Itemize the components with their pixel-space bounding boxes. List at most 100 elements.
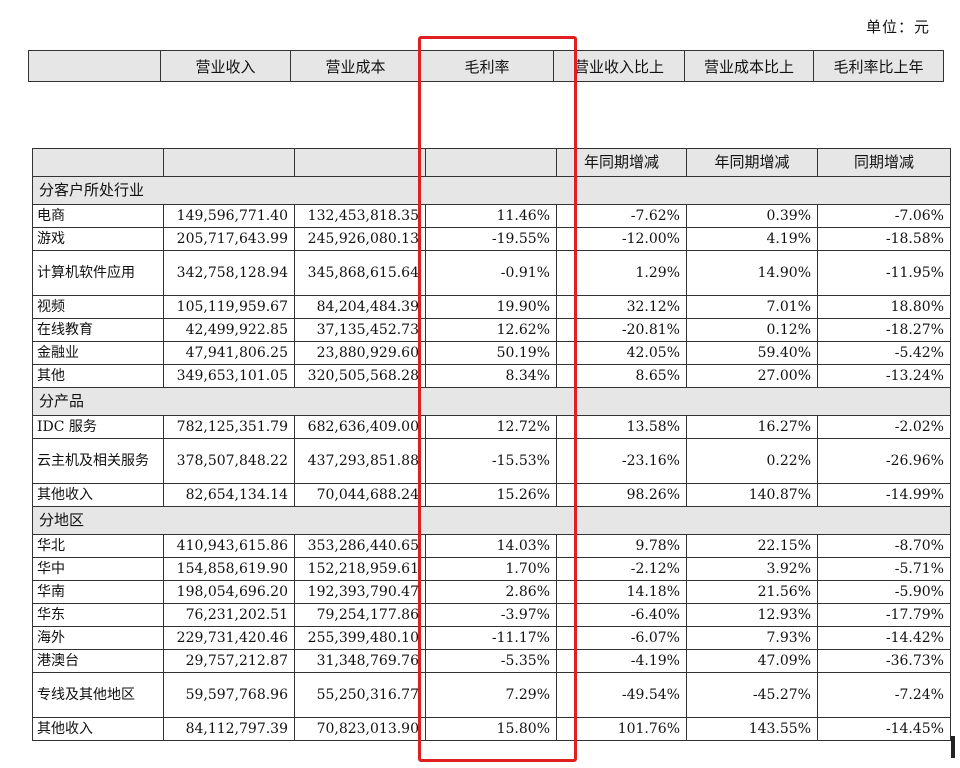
cell-margin: 12.62% [425,318,557,342]
row-label: 其他收入 [32,483,164,507]
table-row: 视频 105,119,959.67 84,204,484.39 19.90% 32.12… [32,295,951,319]
table-row: 华东 76,231,202.51 79,254,177.86 -3.97% -6.40%… [32,603,951,627]
financial-table: 年同期增减 年同期增减 同期增减 分客户所处行业 电商 149,596,771.40… [32,148,951,741]
header-second-cell [32,148,164,177]
row-label: 云主机及相关服务 [32,438,164,484]
header-top-blank [28,50,161,82]
cell-cost-yoy: 16.27% [686,415,818,439]
cell-margin-yoy: -13.24% [817,364,951,388]
cell-rev-yoy: 14.18% [556,580,687,604]
cell-revenue: 29,757,212.87 [163,649,295,673]
cell-cost-yoy: 22.15% [686,534,818,558]
section-title: 分地区 [32,506,951,535]
cell-revenue: 82,654,134.14 [163,483,295,507]
cell-cost: 345,868,615.64 [294,250,426,296]
cell-revenue: 105,119,959.67 [163,295,295,319]
cell-rev-yoy: 1.29% [556,250,687,296]
cell-cost-yoy: 0.12% [686,318,818,342]
table-row: 港澳台 29,757,212.87 31,348,769.76 -5.35% -4.19… [32,649,951,673]
cell-margin-yoy: 18.80% [817,295,951,319]
cell-cost-yoy: 7.01% [686,295,818,319]
cell-rev-yoy: 98.26% [556,483,687,507]
cell-margin: -15.53% [425,438,557,484]
cell-margin-yoy: -14.99% [817,483,951,507]
row-label: 专线及其他地区 [32,672,164,718]
table-row: 其他收入 84,112,797.39 70,823,013.90 15.80% 101.… [32,717,951,741]
header-second-row: 年同期增减 年同期增减 同期增减 [32,148,951,177]
row-label: 计算机软件应用 [32,250,164,296]
cell-margin-yoy: -2.02% [817,415,951,439]
table-row: 专线及其他地区 59,597,768.96 55,250,316.77 7.29% -4… [32,672,951,718]
table-row: IDC 服务 782,125,351.79 682,636,409.00 12.72%… [32,415,951,439]
cell-cost: 192,393,790.47 [294,580,426,604]
row-label: 游戏 [32,227,164,251]
cell-rev-yoy: -49.54% [556,672,687,718]
cell-margin-yoy: -8.70% [817,534,951,558]
cell-cost-yoy: 4.19% [686,227,818,251]
cell-cost: 245,926,080.13 [294,227,426,251]
header-second-margin-yoy: 同期增减 [817,148,951,177]
cell-rev-yoy: -4.19% [556,649,687,673]
cell-margin: 50.19% [425,341,557,365]
cell-revenue: 229,731,420.46 [163,626,295,650]
cell-margin-yoy: -5.42% [817,341,951,365]
cell-cost-yoy: 143.55% [686,717,818,741]
table-row: 海外 229,731,420.46 255,399,480.10 -11.17% -6.… [32,626,951,650]
cell-margin: 2.86% [425,580,557,604]
cell-margin-yoy: -14.45% [817,717,951,741]
cell-margin-yoy: -17.79% [817,603,951,627]
cell-cost: 320,505,568.28 [294,364,426,388]
section-header-row: 分地区 [32,506,951,535]
cell-revenue: 349,653,101.05 [163,364,295,388]
cell-rev-yoy: -23.16% [556,438,687,484]
cell-rev-yoy: -20.81% [556,318,687,342]
cell-cost: 255,399,480.10 [294,626,426,650]
cell-margin: 15.26% [425,483,557,507]
table-row: 其他 349,653,101.05 320,505,568.28 8.34% 8.65%… [32,364,951,388]
cell-revenue: 42,499,922.85 [163,318,295,342]
row-label: IDC 服务 [32,415,164,439]
cell-margin-yoy: -36.73% [817,649,951,673]
cell-cost: 682,636,409.00 [294,415,426,439]
section-title: 分客户所处行业 [32,176,951,205]
cell-margin: -3.97% [425,603,557,627]
cell-revenue: 76,231,202.51 [163,603,295,627]
cell-margin-yoy: -5.71% [817,557,951,581]
cell-rev-yoy: 8.65% [556,364,687,388]
row-label: 金融业 [32,341,164,365]
cell-revenue: 378,507,848.22 [163,438,295,484]
table-row: 计算机软件应用 342,758,128.94 345,868,615.64 -0.91… [32,250,951,296]
cell-cost-yoy: 0.22% [686,438,818,484]
cell-cost: 70,044,688.24 [294,483,426,507]
row-label: 海外 [32,626,164,650]
cell-rev-yoy: -12.00% [556,227,687,251]
table-row: 金融业 47,941,806.25 23,880,929.60 50.19% 42.05… [32,341,951,365]
cell-cost-yoy: 47.09% [686,649,818,673]
row-label: 华东 [32,603,164,627]
edge-mark [951,736,955,758]
cell-rev-yoy: 42.05% [556,341,687,365]
row-label: 华北 [32,534,164,558]
cell-revenue: 149,596,771.40 [163,204,295,228]
cell-revenue: 84,112,797.39 [163,717,295,741]
row-label: 视频 [32,295,164,319]
cell-margin: 1.70% [425,557,557,581]
row-label: 华中 [32,557,164,581]
header-second-cell [163,148,295,177]
cell-margin: -0.91% [425,250,557,296]
table-row: 华中 154,858,619.90 152,218,959.61 1.70% -2.12… [32,557,951,581]
cell-revenue: 198,054,696.20 [163,580,295,604]
cell-margin-yoy: -11.95% [817,250,951,296]
cell-rev-yoy: 9.78% [556,534,687,558]
cell-revenue: 59,597,768.96 [163,672,295,718]
cell-margin: 12.72% [425,415,557,439]
cell-margin: -5.35% [425,649,557,673]
cell-cost: 70,823,013.90 [294,717,426,741]
cell-rev-yoy: -7.62% [556,204,687,228]
cell-margin: 11.46% [425,204,557,228]
cell-margin-yoy: -7.24% [817,672,951,718]
header-second-cell [425,148,557,177]
cell-cost-yoy: 7.93% [686,626,818,650]
cell-cost: 79,254,177.86 [294,603,426,627]
table-row: 电商 149,596,771.40 132,453,818.35 11.46% -7.6… [32,204,951,228]
